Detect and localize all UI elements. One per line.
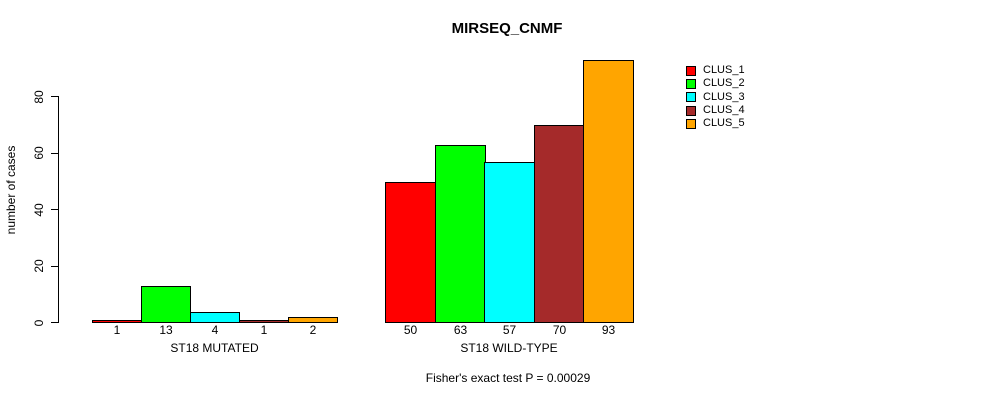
y-axis-title: number of cases <box>4 145 18 235</box>
bar-value-label: 93 <box>601 323 616 337</box>
legend-label: CLUS_3 <box>703 90 745 103</box>
bar-value-label: 1 <box>113 323 121 337</box>
legend-item: CLUS_3 <box>686 91 745 104</box>
y-axis-tick <box>51 265 58 267</box>
legend-item: CLUS_1 <box>686 64 745 77</box>
bar <box>141 286 191 323</box>
group-label: ST18 MUTATED <box>170 341 259 355</box>
bar <box>385 182 436 323</box>
legend-item: CLUS_5 <box>686 117 745 130</box>
y-axis-line <box>58 96 59 323</box>
y-axis-tick <box>51 96 58 97</box>
bar <box>190 312 240 323</box>
y-axis-tick <box>51 152 58 154</box>
chart-title: MIRSEQ_CNMF <box>451 20 563 37</box>
legend-label: CLUS_4 <box>703 104 745 117</box>
bar-value-label: 4 <box>211 323 219 337</box>
group-label: ST18 WILD-TYPE <box>460 341 558 355</box>
y-axis-tick-label: 20 <box>32 259 46 273</box>
y-axis-tick-label: 60 <box>32 146 46 160</box>
y-axis-tick <box>51 209 58 210</box>
y-axis-tick <box>51 322 58 323</box>
bar-value-label: 57 <box>502 323 517 337</box>
bar-value-label: 1 <box>260 323 268 337</box>
legend-label: CLUS_2 <box>703 77 745 90</box>
bar-value-label: 50 <box>403 323 418 337</box>
legend-swatch <box>686 92 696 103</box>
bar-value-label: 70 <box>552 323 567 337</box>
bar <box>435 145 486 323</box>
y-axis-tick-label: 80 <box>32 89 46 104</box>
legend: CLUS_1 CLUS_2 CLUS_3 CLUS_4 CLUS_5 <box>686 64 745 130</box>
bar-value-label: 13 <box>159 323 173 337</box>
legend-item: CLUS_4 <box>686 104 745 117</box>
bar <box>484 162 535 323</box>
bar <box>288 317 338 323</box>
bar-value-label: 2 <box>309 323 317 337</box>
y-axis-tick-label: 40 <box>32 202 46 217</box>
y-axis-tick-label: 0 <box>32 319 46 326</box>
bar <box>583 60 634 323</box>
bar <box>534 125 585 323</box>
legend-swatch <box>686 78 696 89</box>
bar-value-label: 63 <box>453 323 468 337</box>
legend-item: CLUS_2 <box>686 77 745 90</box>
legend-swatch <box>686 118 696 129</box>
legend-label: CLUS_5 <box>703 117 745 130</box>
fisher-test-caption: Fisher's exact test P = 0.00029 <box>425 371 591 385</box>
legend-swatch <box>686 65 696 76</box>
legend-swatch <box>686 105 696 116</box>
legend-label: CLUS_1 <box>703 64 745 77</box>
